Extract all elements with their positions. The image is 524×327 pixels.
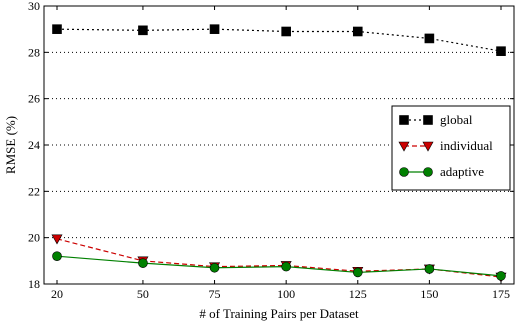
x-tick-label: 175 xyxy=(492,287,510,301)
data-point-global xyxy=(424,33,435,44)
data-point-adaptive xyxy=(352,267,363,278)
y-tick-label: 18 xyxy=(28,277,40,291)
y-tick-label: 26 xyxy=(28,92,40,106)
data-point-global xyxy=(138,25,148,36)
legend-marker-individual xyxy=(422,141,434,152)
series-line-individual xyxy=(56,238,502,278)
legend: global individual adaptive xyxy=(391,105,511,191)
series-layer xyxy=(51,24,507,283)
data-point-global xyxy=(352,26,363,37)
y-tick-label: 30 xyxy=(28,0,40,13)
x-tick-label: 150 xyxy=(420,287,438,301)
legend-marker-individual xyxy=(398,141,410,152)
series-individual xyxy=(51,234,507,283)
data-point-adaptive xyxy=(138,258,148,268)
legend-label-global: global xyxy=(440,112,473,127)
data-point-adaptive xyxy=(52,251,62,262)
y-tick-label: 22 xyxy=(28,184,40,198)
y-tick-label: 20 xyxy=(28,231,40,245)
legend-marker-global xyxy=(423,115,433,125)
x-tick-label: 50 xyxy=(137,287,149,301)
data-point-adaptive xyxy=(496,271,506,281)
series-adaptive xyxy=(52,251,506,281)
data-point-adaptive xyxy=(209,262,220,273)
y-tick-label: 28 xyxy=(28,45,40,59)
x-tick-label: 75 xyxy=(209,287,221,301)
legend-marker-adaptive xyxy=(423,167,433,177)
data-point-adaptive xyxy=(424,264,435,274)
legend-label-individual: individual xyxy=(440,138,493,153)
series-line-global xyxy=(56,28,502,52)
data-point-global xyxy=(496,46,506,56)
series-global xyxy=(52,24,506,56)
legend-marker-adaptive xyxy=(399,167,409,177)
y-axis-title: RMSE (%) xyxy=(3,116,18,174)
x-tick-label: 20 xyxy=(51,287,63,301)
data-point-global xyxy=(281,26,291,37)
data-point-adaptive xyxy=(281,261,291,272)
legend-box xyxy=(391,105,511,191)
x-tick-label: 125 xyxy=(349,287,367,301)
x-axis-title: # of Training Pairs per Dataset xyxy=(199,306,359,321)
data-point-global xyxy=(209,24,220,34)
axis-ticks: 18 20 22 24 26 28 30 20 50 75 100 125 150 175 xyxy=(28,0,514,301)
data-point-global xyxy=(52,24,62,34)
legend-label-adaptive: adaptive xyxy=(440,164,484,179)
data-point-individual xyxy=(51,234,63,245)
y-tick-label: 24 xyxy=(28,138,40,152)
legend-marker-global xyxy=(399,115,409,125)
x-tick-label: 100 xyxy=(277,287,295,301)
